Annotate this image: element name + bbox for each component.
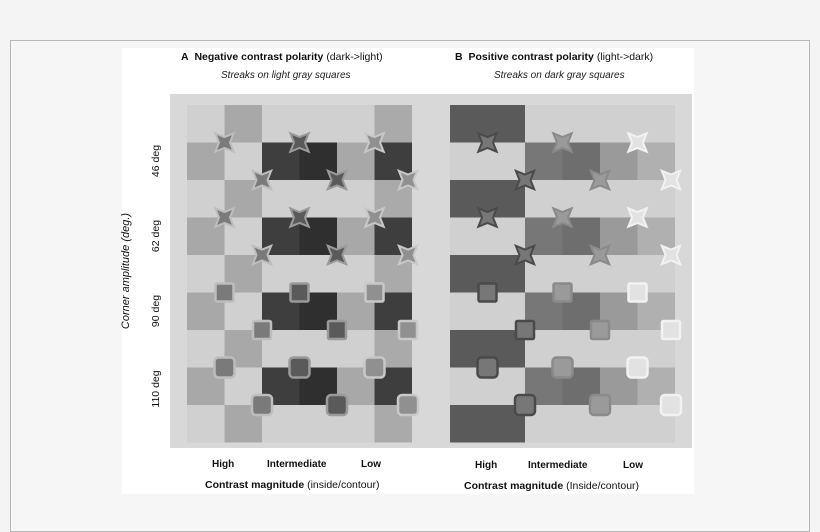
star-marker — [325, 168, 349, 192]
star-marker — [513, 168, 537, 192]
panel-a-title: A Negative contrast polarity (dark->ligh… — [181, 51, 383, 63]
star-marker — [476, 131, 499, 154]
star-marker — [325, 243, 349, 267]
square-marker — [397, 319, 419, 341]
rounded-marker — [250, 393, 274, 417]
square-marker — [477, 282, 498, 303]
star-marker — [288, 206, 311, 229]
panel-b-title: B Positive contrast polarity (light->dar… — [455, 51, 654, 63]
panel-a-subtitle: Streaks on light gray squares — [221, 70, 351, 81]
star-marker — [396, 243, 420, 267]
col-label-b-intermediate: Intermediate — [528, 460, 588, 471]
star-marker — [363, 131, 386, 154]
rounded-marker — [588, 393, 612, 417]
col-label-b-low: Low — [623, 460, 643, 471]
rounded-marker — [476, 356, 499, 379]
col-label-a-high: High — [212, 459, 235, 470]
rounded-marker — [513, 393, 537, 417]
row-label-46: 46 deg — [150, 144, 162, 178]
star-marker — [659, 243, 683, 267]
col-label-a-low: Low — [361, 459, 381, 470]
square-marker — [251, 319, 273, 341]
square-marker — [326, 319, 348, 341]
star-marker — [588, 168, 612, 192]
rounded-marker — [325, 393, 349, 417]
star-marker — [250, 168, 274, 192]
col-label-b-high: High — [475, 460, 498, 471]
star-marker — [288, 131, 311, 154]
star-marker — [513, 243, 537, 267]
x-axis-label-a: Contrast magnitude (inside/contour) — [205, 479, 380, 491]
rounded-marker — [363, 356, 386, 379]
star-marker — [588, 243, 612, 267]
board-cell — [450, 405, 488, 443]
row-label-110: 110 deg — [150, 370, 162, 408]
col-label-a-intermediate: Intermediate — [267, 459, 327, 470]
square-marker — [364, 282, 385, 303]
square-marker — [552, 282, 573, 303]
star-marker — [626, 131, 649, 154]
square-marker — [660, 319, 682, 341]
square-marker — [589, 319, 611, 341]
rounded-marker — [659, 393, 683, 417]
y-axis-label: Corner amplitude (deg.) — [120, 212, 132, 330]
row-label-90: 90 deg — [150, 294, 162, 328]
star-marker — [213, 206, 236, 229]
panel-b-subtitle: Streaks on dark gray squares — [494, 70, 625, 81]
star-marker — [396, 168, 420, 192]
square-marker — [514, 319, 536, 341]
star-marker — [551, 206, 574, 229]
star-marker — [626, 206, 649, 229]
row-label-62: 62 deg — [150, 219, 162, 253]
star-marker — [250, 243, 274, 267]
star-marker — [659, 168, 683, 192]
square-marker — [627, 282, 648, 303]
rounded-marker — [551, 356, 574, 379]
rounded-marker — [288, 356, 311, 379]
board-cell — [187, 405, 225, 443]
square-marker — [289, 282, 310, 303]
rounded-marker — [626, 356, 649, 379]
star-marker — [551, 131, 574, 154]
square-marker — [214, 282, 235, 303]
star-marker — [476, 206, 499, 229]
stimulus-board — [170, 94, 692, 448]
x-axis-label-b: Contrast magnitude (Inside/contour) — [464, 480, 640, 492]
star-marker — [363, 206, 386, 229]
rounded-marker — [213, 356, 236, 379]
star-marker — [213, 131, 236, 154]
rounded-marker — [396, 393, 420, 417]
